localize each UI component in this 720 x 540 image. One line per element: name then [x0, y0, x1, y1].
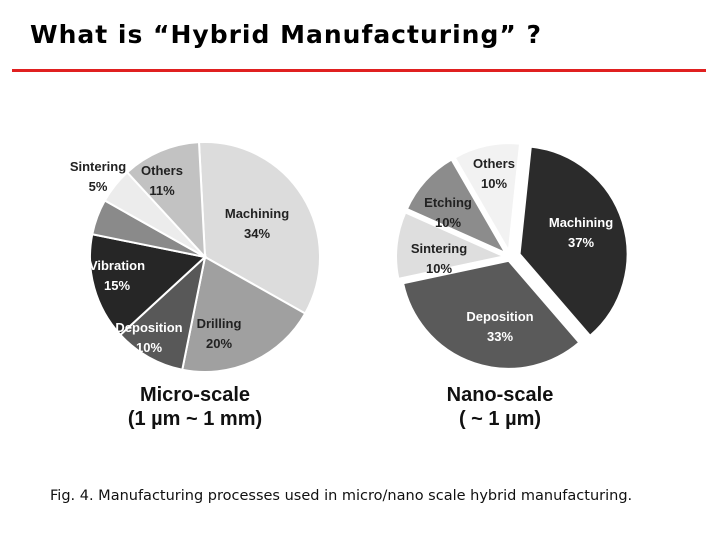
slice-label-etching: Etching	[424, 195, 472, 210]
pie-chart-micro-scale: Machining 34% Drilling 20% Deposition 10% Vibr…	[47, 141, 321, 430]
figure-caption: Fig. 4. Manufacturing processes used in …	[50, 488, 633, 504]
pie-slice-machining	[518, 145, 629, 338]
pie-subtitle: ( ~ 1 µm)	[459, 408, 541, 430]
slice-label-machining: Machining	[549, 215, 613, 230]
slice-label-deposition: Deposition	[466, 309, 533, 324]
slice-label-drilling: Drilling	[197, 316, 242, 331]
pie-slice-drilling	[181, 255, 307, 373]
slice-value-vibration: 15%	[104, 278, 130, 293]
pie-slice-sintering	[395, 211, 508, 281]
slice-value-machining: 34%	[244, 226, 270, 241]
slice-label-others: Others	[141, 163, 183, 178]
pie-title: Nano-scale	[447, 384, 554, 406]
pie-slice-others	[125, 141, 207, 260]
slice-value-drilling: 20%	[206, 336, 232, 351]
pie-slice-others	[453, 142, 522, 255]
slice-label-deposition: Deposition	[115, 320, 182, 335]
slice-value-machining: 37%	[568, 235, 594, 250]
slice-label-sintering: Sintering	[411, 241, 467, 256]
slice-value-sintering: 5%	[89, 179, 108, 194]
slide-title: What is “Hybrid Manufacturing” ?	[30, 20, 542, 49]
pie-slice-etching	[405, 158, 508, 256]
slice-label-vibration: Vibration	[89, 258, 145, 273]
slice-label-sintering: Sintering	[70, 159, 126, 174]
pie-title: Micro-scale	[140, 384, 250, 406]
slice-value-others: 11%	[149, 183, 175, 198]
pie-slice-vibration	[89, 233, 208, 337]
pie-slice-deposition	[118, 254, 207, 371]
pie-chart-nano-scale: Machining 37% Deposition 33% Sintering 10% Etc…	[395, 142, 629, 430]
slice-value-heating: 5%	[62, 218, 81, 233]
slice-value-etching: 10%	[435, 215, 461, 230]
slice-value-others: 10%	[481, 176, 507, 191]
pie-slice-deposition	[401, 259, 581, 370]
slice-value-deposition: 33%	[487, 329, 513, 344]
slice-label-machining: Machining	[225, 206, 289, 221]
slice-label-heating: Heating	[47, 198, 95, 213]
title-rule	[12, 69, 706, 72]
slice-value-deposition: 10%	[136, 340, 162, 355]
pie-subtitle: (1 µm ~ 1 mm)	[128, 408, 262, 430]
slice-value-sintering: 10%	[426, 261, 452, 276]
slice-label-others: Others	[473, 156, 515, 171]
